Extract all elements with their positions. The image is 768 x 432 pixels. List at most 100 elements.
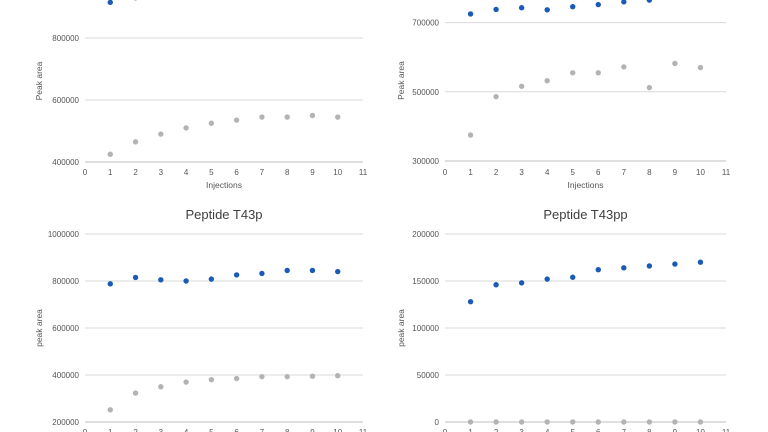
y-tick-label: 200000	[52, 418, 79, 427]
y-tick-label: 500000	[412, 88, 439, 97]
x-tick-label: 8	[647, 168, 652, 177]
data-point-gray	[183, 379, 189, 385]
x-tick-label: 9	[673, 168, 678, 177]
data-point-gray	[132, 139, 139, 145]
x-tick-label: 1	[468, 428, 473, 432]
data-point-gray	[132, 390, 139, 396]
x-tick-label: 11	[722, 168, 731, 177]
data-point-gray	[335, 114, 341, 120]
data-point-gray	[208, 120, 215, 126]
data-point-gray	[697, 419, 704, 425]
data-point-gray	[158, 131, 164, 137]
x-tick-label: 8	[647, 428, 652, 432]
data-point-blue	[132, 274, 139, 281]
data-point-blue	[595, 267, 601, 273]
data-point-gray	[595, 419, 601, 425]
data-point-gray	[595, 70, 601, 76]
data-point-gray	[259, 373, 265, 380]
data-point-blue	[233, 272, 240, 278]
x-tick-label: 5	[571, 168, 576, 177]
data-point-blue	[335, 268, 341, 275]
x-tick-label: 1	[468, 168, 473, 177]
data-point-blue	[158, 277, 164, 283]
x-tick-label: 7	[260, 168, 265, 177]
y-tick-label: 0	[435, 418, 440, 427]
data-point-blue	[595, 1, 601, 8]
data-point-blue	[621, 0, 627, 5]
x-tick-label: 0	[83, 428, 88, 432]
y-tick-label: 100000	[412, 324, 439, 333]
chart-panel: 400000600000800000100000001234567891011I…	[34, 0, 368, 190]
data-point-gray	[335, 373, 341, 379]
x-tick-label: 10	[696, 428, 705, 432]
data-point-gray	[183, 125, 189, 131]
data-point-gray	[570, 70, 576, 76]
data-point-gray	[544, 419, 550, 425]
x-tick-label: 7	[622, 168, 627, 177]
data-point-gray	[493, 93, 499, 100]
data-point-gray	[646, 84, 653, 91]
data-point-gray	[621, 64, 627, 70]
data-point-gray	[158, 384, 164, 390]
data-point-gray	[284, 114, 290, 120]
x-tick-label: 11	[359, 428, 368, 432]
y-axis-title: Peak area	[34, 61, 44, 100]
data-point-blue	[646, 263, 653, 269]
x-tick-label: 9	[673, 428, 678, 432]
x-tick-label: 6	[596, 168, 601, 177]
y-tick-label: 50000	[417, 371, 440, 380]
y-axis-title: peak area	[396, 309, 406, 347]
data-point-gray	[493, 419, 499, 425]
y-tick-label: 400000	[52, 371, 79, 380]
x-tick-label: 0	[443, 428, 448, 432]
y-axis-title: peak area	[34, 309, 44, 347]
x-tick-label: 9	[310, 168, 315, 177]
x-tick-label: 11	[359, 168, 368, 177]
chart-panel: 0 50000 100000 150000 200000 0 1 2 3 4 5 6 7 8 9 10 11 Pe…	[396, 207, 731, 432]
data-point-blue	[518, 5, 525, 11]
x-tick-label: 4	[545, 428, 550, 432]
y-tick-label: 700000	[412, 19, 439, 28]
chart-title: Peptide T43pp	[543, 207, 627, 222]
x-tick-label: 4	[184, 168, 189, 177]
data-point-gray	[309, 112, 316, 119]
data-point-gray	[259, 114, 265, 120]
y-tick-label: 600000	[52, 324, 79, 333]
x-tick-label: 10	[333, 428, 342, 432]
data-point-gray	[518, 419, 525, 425]
x-tick-label: 0	[83, 168, 88, 177]
x-tick-label: 2	[133, 428, 138, 432]
x-tick-label: 2	[133, 168, 138, 177]
data-point-blue	[107, 281, 113, 287]
chart-panel: 300000 500000 700000 0 1 2 3 4 5 6 7 8 9 10 11 Injectio…	[396, 0, 731, 190]
x-tick-label: 5	[571, 428, 576, 432]
y-tick-label: 400000	[52, 158, 79, 167]
x-axis-title: Injections	[568, 180, 604, 190]
data-point-blue	[493, 6, 499, 13]
data-point-blue	[309, 267, 316, 274]
x-tick-label: 3	[519, 428, 524, 432]
data-point-gray	[107, 407, 113, 413]
x-tick-label: 3	[519, 168, 524, 177]
x-tick-label: 7	[622, 428, 627, 432]
x-tick-label: 5	[209, 168, 214, 177]
x-tick-label: 9	[310, 428, 315, 432]
data-point-blue	[646, 0, 653, 3]
x-tick-label: 10	[696, 168, 705, 177]
x-tick-label: 6	[234, 428, 239, 432]
data-point-gray	[518, 83, 525, 89]
x-tick-label: 3	[159, 168, 164, 177]
y-tick-label: 150000	[412, 277, 439, 286]
x-tick-label: 7	[260, 428, 265, 432]
data-point-blue	[544, 276, 550, 282]
data-point-gray	[621, 419, 627, 425]
data-point-gray	[467, 132, 474, 138]
data-point-gray	[646, 419, 653, 425]
y-tick-label: 200000	[412, 230, 439, 239]
data-point-gray	[107, 151, 113, 157]
y-tick-label: 1000000	[48, 230, 80, 239]
x-axis-title: Injections	[206, 180, 242, 190]
data-point-gray	[467, 419, 474, 425]
x-tick-label: 4	[545, 168, 550, 177]
x-tick-label: 2	[494, 168, 499, 177]
